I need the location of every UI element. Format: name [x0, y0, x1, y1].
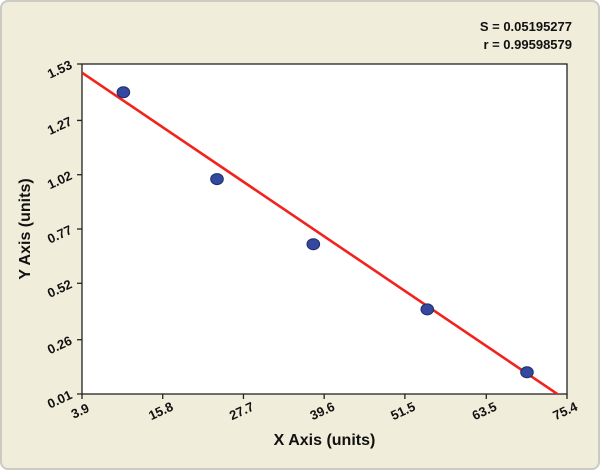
stat-s: S = 0.05195277 [479, 19, 572, 34]
svg-text:3.9: 3.9 [69, 400, 92, 421]
y-axis-label: Y Axis (units) [17, 178, 34, 280]
svg-text:0.26: 0.26 [45, 333, 74, 357]
svg-text:51.5: 51.5 [388, 399, 417, 423]
svg-text:15.8: 15.8 [146, 399, 175, 423]
svg-text:0.77: 0.77 [45, 222, 74, 246]
stat-r: r = 0.99598579 [483, 37, 572, 52]
stats-block: S = 0.05195277 r = 0.99598579 [480, 18, 572, 54]
svg-text:27.7: 27.7 [227, 399, 256, 423]
svg-text:0.52: 0.52 [45, 276, 74, 300]
svg-text:75.4: 75.4 [550, 398, 580, 423]
x-axis-label: X Axis (units) [273, 432, 376, 449]
svg-text:1.53: 1.53 [45, 57, 74, 81]
svg-text:63.5: 63.5 [470, 399, 499, 423]
svg-text:1.02: 1.02 [45, 168, 74, 192]
svg-text:39.6: 39.6 [308, 399, 337, 423]
svg-text:1.27: 1.27 [45, 114, 74, 138]
